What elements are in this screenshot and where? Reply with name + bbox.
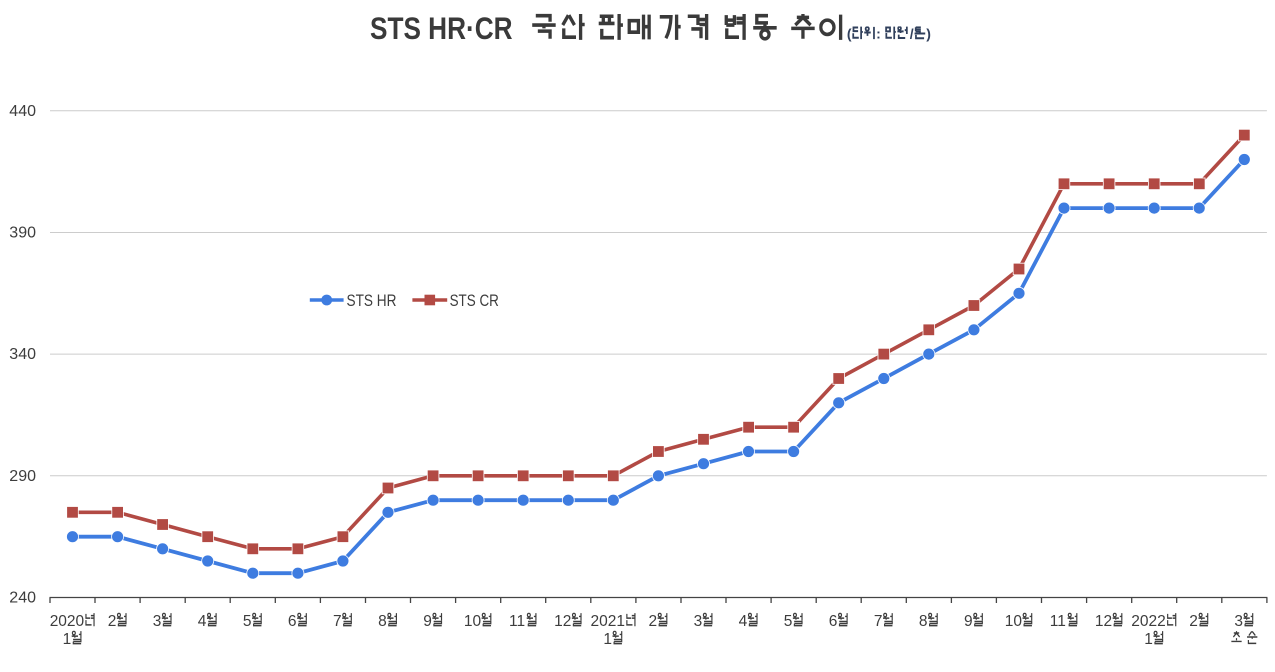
svg-text:STS HR·CR: STS HR·CR bbox=[370, 10, 513, 46]
svg-text:1: 1 bbox=[1144, 631, 1153, 648]
svg-text::: : bbox=[876, 26, 881, 42]
svg-text:4: 4 bbox=[739, 613, 748, 630]
svg-text:3: 3 bbox=[1234, 613, 1243, 630]
svg-text:11: 11 bbox=[1050, 613, 1066, 630]
svg-text:3: 3 bbox=[153, 613, 162, 630]
svg-text:2: 2 bbox=[649, 613, 658, 630]
svg-text:11: 11 bbox=[509, 613, 525, 630]
svg-text:9: 9 bbox=[423, 613, 432, 630]
svg-text:2022: 2022 bbox=[1131, 613, 1165, 630]
svg-text:10: 10 bbox=[464, 613, 482, 630]
svg-text:5: 5 bbox=[243, 613, 252, 630]
svg-text:2: 2 bbox=[1189, 613, 1198, 630]
svg-text:9: 9 bbox=[964, 613, 973, 630]
svg-text:1: 1 bbox=[63, 631, 72, 648]
svg-text:2: 2 bbox=[108, 613, 117, 630]
svg-text:7: 7 bbox=[874, 613, 883, 630]
svg-text:3: 3 bbox=[694, 613, 703, 630]
svg-text:2021: 2021 bbox=[591, 613, 625, 630]
svg-text:4: 4 bbox=[198, 613, 207, 630]
svg-text:10: 10 bbox=[1005, 613, 1023, 630]
svg-text:290: 290 bbox=[9, 468, 36, 485]
svg-text:12: 12 bbox=[1095, 613, 1112, 630]
svg-text:2020: 2020 bbox=[50, 613, 85, 630]
svg-text:8: 8 bbox=[919, 613, 928, 630]
svg-text:STS HR: STS HR bbox=[347, 292, 397, 310]
svg-text:7: 7 bbox=[333, 613, 342, 630]
svg-text:6: 6 bbox=[829, 613, 838, 630]
svg-text:240: 240 bbox=[9, 590, 36, 607]
svg-text:12: 12 bbox=[554, 613, 571, 630]
svg-text:8: 8 bbox=[378, 613, 387, 630]
svg-text:6: 6 bbox=[288, 613, 297, 630]
svg-text:390: 390 bbox=[9, 225, 36, 242]
svg-text:(: ( bbox=[847, 26, 852, 42]
svg-text:1: 1 bbox=[603, 631, 612, 648]
svg-text:340: 340 bbox=[9, 346, 36, 363]
svg-text:/: / bbox=[910, 26, 914, 42]
svg-text:): ) bbox=[926, 26, 931, 42]
svg-text:STS CR: STS CR bbox=[450, 292, 499, 310]
svg-text:440: 440 bbox=[9, 103, 36, 120]
svg-text:5: 5 bbox=[784, 613, 793, 630]
